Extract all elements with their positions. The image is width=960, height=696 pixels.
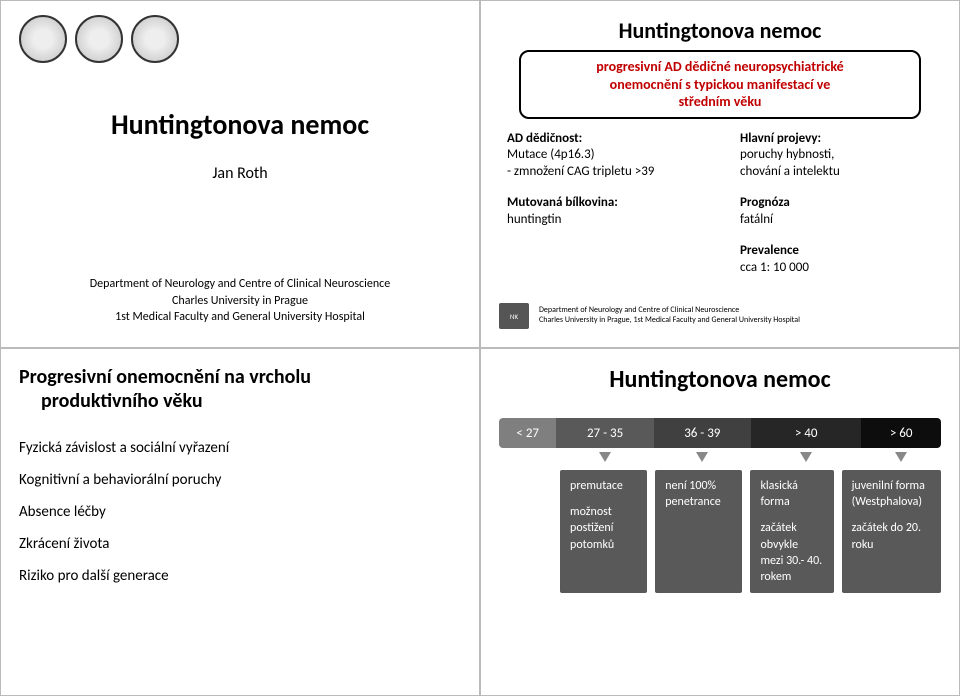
- logo-icon: NK: [499, 303, 529, 329]
- seal-icon: [75, 15, 123, 63]
- group-text: cca 1: 10 000: [740, 260, 933, 277]
- info-box: premutace možnost postižení potomků: [560, 470, 647, 593]
- bullet-item: Fyzická závislost a sociální vyřazení: [19, 439, 461, 457]
- definition-box: progresivní AD dědičné neuropsychiatrick…: [519, 50, 921, 119]
- bullet-item: Riziko pro další generace: [19, 567, 461, 585]
- info-group: Hlavní projevy: poruchy hybnosti, chován…: [740, 131, 933, 182]
- info-line: začátek obvykle mezi 30.- 40. rokem: [760, 520, 823, 585]
- author-name: Jan Roth: [19, 164, 461, 183]
- group-text: - zmnožení CAG tripletu >39: [507, 164, 700, 181]
- group-label: Prognóza: [740, 195, 933, 212]
- arrow-cell: [556, 452, 653, 462]
- info-columns: AD dědičnost: Mutace (4p16.3) - zmnožení…: [499, 131, 941, 291]
- heading-line: produktivního věku: [19, 389, 461, 413]
- info-line: není 100% penetrance: [665, 478, 732, 510]
- info-line: premutace: [570, 478, 637, 494]
- arrow-cell: [499, 452, 556, 462]
- group-text: Mutace (4p16.3): [507, 147, 700, 164]
- affil-line: Department of Neurology and Centre of Cl…: [1, 276, 479, 292]
- slide-title: Huntingtonova nemoc: [499, 365, 941, 394]
- scale-segment: > 60: [861, 418, 941, 448]
- bullet-item: Kognitivní a behaviorální poruchy: [19, 471, 461, 489]
- seal-icon: [19, 15, 67, 63]
- arrow-down-icon: [696, 452, 708, 462]
- arrow-down-icon: [599, 452, 611, 462]
- slide-bullets: Progresivní onemocnění na vrcholu produk…: [0, 348, 480, 696]
- group-label: Mutovaná bílkovina:: [507, 195, 700, 212]
- info-line: juvenilní forma (Westphalova): [852, 478, 931, 510]
- arrow-down-icon: [800, 452, 812, 462]
- affil-line: 1st Medical Faculty and General Universi…: [1, 309, 479, 325]
- footer-line: Charles University in Prague, 1st Medica…: [539, 316, 800, 326]
- seals-row: [19, 15, 179, 63]
- info-line: začátek do 20. roku: [852, 520, 931, 552]
- scale-segment: > 40: [751, 418, 862, 448]
- group-label: Prevalence: [740, 243, 933, 260]
- info-group: AD dědičnost: Mutace (4p16.3) - zmnožení…: [507, 131, 700, 182]
- box-line: onemocnění s typickou manifestací ve: [531, 76, 909, 94]
- group-label: AD dědičnost:: [507, 131, 700, 148]
- slide-chart: Huntingtonova nemoc < 2727 - 3536 - 39> …: [480, 348, 960, 696]
- group-text: poruchy hybnosti,: [740, 147, 933, 164]
- affil-line: Charles University in Prague: [1, 293, 479, 309]
- affiliation: Department of Neurology and Centre of Cl…: [1, 276, 479, 325]
- arrow-down-icon: [895, 452, 907, 462]
- heading-line: Progresivní onemocnění na vrcholu: [19, 365, 461, 389]
- info-group: Prevalence cca 1: 10 000: [740, 243, 933, 277]
- info-boxes: premutace možnost postižení potomků není…: [499, 470, 941, 593]
- seal-icon: [131, 15, 179, 63]
- info-box: klasická forma začátek obvykle mezi 30.-…: [750, 470, 833, 593]
- bullet-item: Zkrácení života: [19, 535, 461, 553]
- arrow-cell: [861, 452, 941, 462]
- info-box: není 100% penetrance: [655, 470, 742, 593]
- footer-text: Department of Neurology and Centre of Cl…: [539, 306, 800, 325]
- group-text: huntingtin: [507, 212, 700, 229]
- repeat-scale-bar: < 2727 - 3536 - 39> 40> 60: [499, 418, 941, 448]
- presentation-title: Huntingtonova nemoc: [19, 107, 461, 142]
- scale-segment: 27 - 35: [556, 418, 653, 448]
- scale-segment: 36 - 39: [654, 418, 751, 448]
- arrow-cell: [751, 452, 862, 462]
- info-group: Mutovaná bílkovina: huntingtin: [507, 195, 700, 229]
- scale-segment: < 27: [499, 418, 556, 448]
- arrow-row: [499, 452, 941, 462]
- slide-footer: NK Department of Neurology and Centre of…: [499, 303, 941, 329]
- slide-heading: Progresivní onemocnění na vrcholu produk…: [19, 365, 461, 413]
- arrow-cell: [654, 452, 751, 462]
- info-line: možnost postižení potomků: [570, 504, 637, 553]
- slide-title: Huntingtonova nemoc Jan Roth Department …: [0, 0, 480, 348]
- group-label: Hlavní projevy:: [740, 131, 933, 148]
- slide-overview: Huntingtonova nemoc progresivní AD dědič…: [480, 0, 960, 348]
- right-column: Hlavní projevy: poruchy hybnosti, chován…: [740, 131, 933, 291]
- info-box: juvenilní forma (Westphalova) začátek do…: [842, 470, 941, 593]
- left-column: AD dědičnost: Mutace (4p16.3) - zmnožení…: [507, 131, 700, 291]
- info-group: Prognóza fatální: [740, 195, 933, 229]
- box-line: středním věku: [531, 93, 909, 111]
- group-text: fatální: [740, 212, 933, 229]
- group-text: chování a intelektu: [740, 164, 933, 181]
- bullet-item: Absence léčby: [19, 503, 461, 521]
- bullet-list: Fyzická závislost a sociální vyřazení Kog…: [19, 439, 461, 585]
- info-line: klasická forma: [760, 478, 823, 510]
- slide-title: Huntingtonova nemoc: [499, 17, 941, 44]
- box-line: progresivní AD dědičné neuropsychiatrick…: [531, 58, 909, 76]
- spacer: [499, 470, 552, 593]
